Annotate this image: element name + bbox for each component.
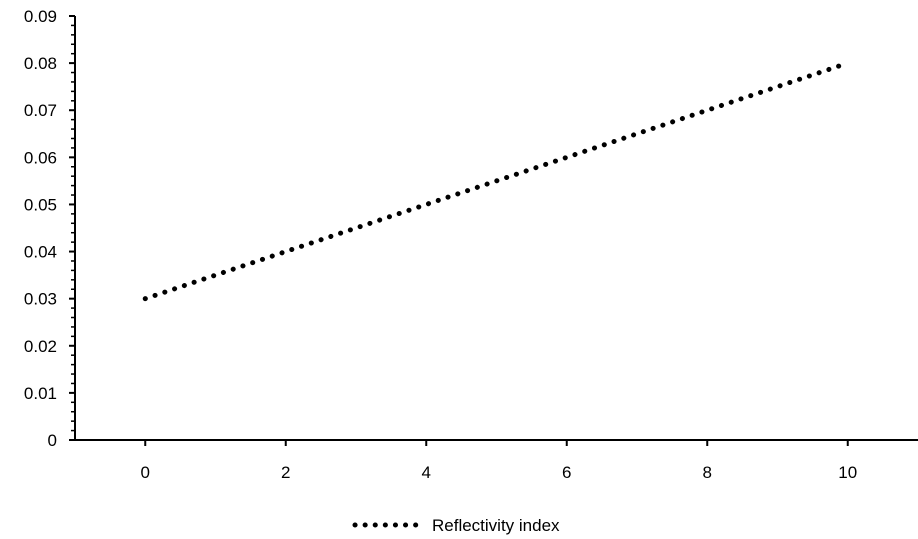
y-tick-label: 0.09 <box>24 7 57 26</box>
x-tick-label: 10 <box>838 463 857 482</box>
y-tick-label: 0.06 <box>24 148 57 167</box>
y-tick-label: 0.05 <box>24 195 57 214</box>
y-axis-ticks: 0 0.01 0.02 0.03 0.04 0.05 0.06 0.07 0.08 0.09 <box>24 7 75 450</box>
series-line-0 <box>142 60 851 302</box>
x-tick-label: 0 <box>141 463 150 482</box>
y-tick-label: 0.08 <box>24 54 57 73</box>
x-tick-label: 4 <box>422 463 431 482</box>
x-tick-label: 8 <box>703 463 712 482</box>
x-tick-label: 6 <box>562 463 571 482</box>
x-axis-ticks: 0 2 4 6 8 10 <box>141 440 857 482</box>
y-tick-label: 0.07 <box>24 101 57 120</box>
y-tick-label: 0.01 <box>24 384 57 403</box>
y-tick-label: 0.03 <box>24 290 57 309</box>
series-layer <box>142 60 851 302</box>
legend-label: Reflectivity index <box>432 516 560 535</box>
y-tick-label: 0.04 <box>24 243 57 262</box>
y-tick-label: 0.02 <box>24 337 57 356</box>
x-tick-label: 2 <box>281 463 290 482</box>
y-tick-label: 0 <box>48 431 57 450</box>
legend: Reflectivity index <box>352 516 560 535</box>
